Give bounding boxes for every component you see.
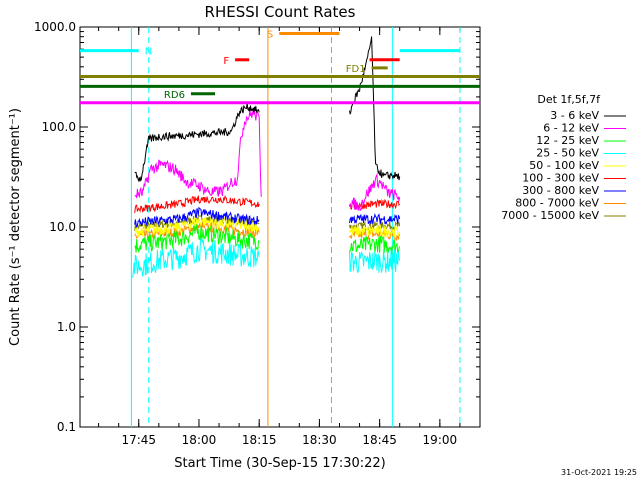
annotation-label: RD6 xyxy=(164,90,185,101)
x-tick-label: 17:45 xyxy=(121,433,156,447)
axis-ticks: 0.1 1.0 10.0 100.0 1000.0 17:45 18:00 18:15 18:3… xyxy=(34,20,480,447)
annotation-label: S xyxy=(267,30,273,41)
annotation-label: F xyxy=(223,56,229,67)
x-tick-label: 19:00 xyxy=(423,433,458,447)
x-tick-label: 18:30 xyxy=(302,433,337,447)
legend-entry-label: 50 - 100 keV xyxy=(529,159,599,172)
series-line xyxy=(132,238,260,278)
annotation-label: FD1 xyxy=(346,64,366,75)
y-tick-label: 100.0 xyxy=(42,120,76,134)
timestamp-footer: 31-Oct-2021 19:25 xyxy=(561,468,637,477)
y-axis-label: Count Rate (s⁻¹ detector segment⁻¹) xyxy=(8,108,23,346)
legend-entry-label: 3 - 6 keV xyxy=(550,109,599,122)
x-tick-label: 18:00 xyxy=(182,433,217,447)
chart-title: RHESSI Count Rates xyxy=(205,3,356,21)
y-tick-label: 0.1 xyxy=(57,420,76,434)
legend-entry-label: 25 - 50 keV xyxy=(536,147,599,160)
series-line xyxy=(349,212,401,225)
legend-entry-label: 100 - 300 keV xyxy=(522,172,599,185)
series-line xyxy=(134,223,260,254)
series-line xyxy=(349,36,401,181)
legend-title: Det 1f,5f,7f xyxy=(537,93,601,106)
legend-entry-label: 300 - 800 keV xyxy=(522,184,599,197)
legend-entry-label: 800 - 7000 keV xyxy=(515,197,599,210)
x-axis-label: Start Time (30-Sep-15 17:30:22) xyxy=(174,456,385,471)
legend-entry-label: 6 - 12 keV xyxy=(543,122,599,135)
series-line xyxy=(134,194,260,214)
y-tick-label: 1.0 xyxy=(57,320,76,334)
series-lines xyxy=(132,36,401,278)
annotation-label: N xyxy=(145,47,152,58)
legend-entry-label: 12 - 25 keV xyxy=(536,134,599,147)
series-line xyxy=(134,206,260,229)
annotation-bars: N S F FD1 RD6 xyxy=(80,30,480,105)
series-line xyxy=(349,249,401,274)
legend-entry-label: 7000 - 15000 keV xyxy=(501,209,599,222)
y-tick-label: 1000.0 xyxy=(34,20,76,34)
series-line xyxy=(134,109,262,199)
series-line xyxy=(134,102,260,183)
series-line xyxy=(349,223,401,238)
series-line xyxy=(349,173,401,212)
x-tick-label: 18:45 xyxy=(362,433,397,447)
y-tick-label: 10.0 xyxy=(49,220,76,234)
series-line xyxy=(134,216,260,238)
x-tick-label: 18:15 xyxy=(242,433,277,447)
